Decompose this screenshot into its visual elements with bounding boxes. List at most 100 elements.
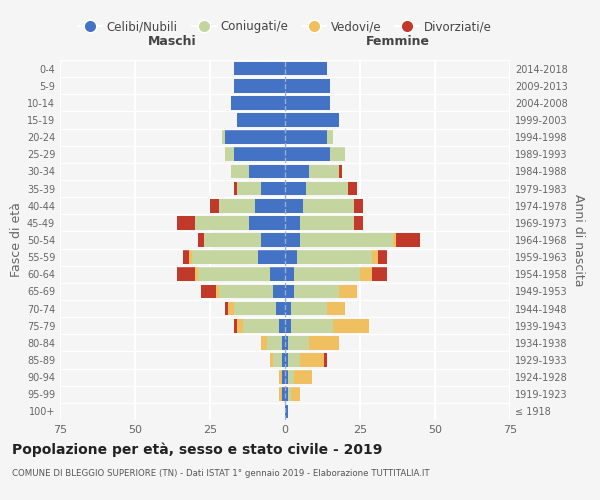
Bar bbox=[261, 182, 285, 196]
Bar bbox=[234, 302, 276, 316]
Bar bbox=[348, 182, 357, 196]
Text: Popolazione per età, sesso e stato civile - 2019: Popolazione per età, sesso e stato civil… bbox=[12, 442, 382, 457]
Bar bbox=[204, 233, 261, 247]
Bar bbox=[243, 319, 279, 332]
Bar bbox=[237, 182, 261, 196]
Bar bbox=[339, 284, 357, 298]
Bar bbox=[327, 130, 333, 144]
Bar bbox=[327, 302, 345, 316]
Bar bbox=[291, 388, 300, 401]
Bar bbox=[276, 302, 285, 316]
Bar bbox=[294, 370, 312, 384]
Bar bbox=[273, 284, 285, 298]
Bar bbox=[285, 319, 291, 332]
Bar bbox=[306, 182, 348, 196]
Bar bbox=[222, 130, 225, 144]
Bar bbox=[300, 216, 354, 230]
Bar bbox=[255, 199, 285, 212]
Bar bbox=[195, 216, 249, 230]
Bar bbox=[234, 182, 237, 196]
Bar bbox=[285, 96, 330, 110]
Bar bbox=[225, 302, 228, 316]
Bar bbox=[297, 250, 372, 264]
Bar bbox=[225, 148, 234, 161]
Bar bbox=[324, 353, 327, 367]
Bar bbox=[234, 62, 285, 76]
Y-axis label: Fasce di età: Fasce di età bbox=[10, 202, 23, 278]
Bar bbox=[285, 233, 300, 247]
Bar bbox=[285, 164, 309, 178]
Bar bbox=[288, 370, 294, 384]
Bar bbox=[237, 319, 243, 332]
Bar bbox=[285, 388, 288, 401]
Bar bbox=[195, 268, 198, 281]
Legend: Celibi/Nubili, Coniugati/e, Vedovi/e, Divorziati/e: Celibi/Nubili, Coniugati/e, Vedovi/e, Di… bbox=[74, 16, 496, 38]
Bar bbox=[210, 199, 219, 212]
Bar bbox=[309, 164, 339, 178]
Bar bbox=[285, 130, 327, 144]
Bar bbox=[177, 268, 195, 281]
Bar bbox=[231, 164, 249, 178]
Bar bbox=[372, 250, 378, 264]
Bar bbox=[372, 268, 387, 281]
Bar bbox=[270, 268, 285, 281]
Bar bbox=[285, 404, 288, 418]
Bar bbox=[225, 130, 285, 144]
Bar bbox=[288, 353, 300, 367]
Text: Maschi: Maschi bbox=[148, 35, 197, 48]
Bar bbox=[285, 79, 330, 92]
Bar bbox=[261, 336, 267, 349]
Bar bbox=[258, 250, 285, 264]
Bar bbox=[288, 336, 309, 349]
Bar bbox=[282, 353, 285, 367]
Bar bbox=[228, 302, 234, 316]
Bar bbox=[300, 233, 393, 247]
Bar bbox=[234, 319, 237, 332]
Bar bbox=[192, 250, 258, 264]
Bar bbox=[285, 62, 327, 76]
Bar bbox=[201, 284, 216, 298]
Bar bbox=[234, 79, 285, 92]
Bar bbox=[303, 199, 354, 212]
Y-axis label: Anni di nascita: Anni di nascita bbox=[572, 194, 585, 286]
Bar bbox=[288, 388, 291, 401]
Bar bbox=[396, 233, 420, 247]
Bar bbox=[285, 199, 303, 212]
Bar bbox=[183, 250, 189, 264]
Bar bbox=[294, 268, 360, 281]
Bar bbox=[294, 284, 339, 298]
Bar bbox=[282, 336, 285, 349]
Bar bbox=[333, 319, 369, 332]
Bar bbox=[231, 96, 285, 110]
Bar bbox=[219, 199, 255, 212]
Bar bbox=[354, 199, 363, 212]
Bar bbox=[285, 250, 297, 264]
Bar bbox=[285, 113, 339, 127]
Bar bbox=[285, 284, 294, 298]
Bar bbox=[261, 233, 285, 247]
Bar bbox=[219, 284, 273, 298]
Bar bbox=[177, 216, 195, 230]
Bar bbox=[267, 336, 282, 349]
Bar bbox=[249, 164, 285, 178]
Bar bbox=[393, 233, 396, 247]
Bar bbox=[273, 353, 282, 367]
Bar bbox=[285, 302, 291, 316]
Bar bbox=[234, 148, 285, 161]
Bar bbox=[285, 216, 300, 230]
Bar bbox=[282, 388, 285, 401]
Text: Femmine: Femmine bbox=[365, 35, 430, 48]
Bar bbox=[285, 182, 306, 196]
Bar bbox=[198, 268, 270, 281]
Bar bbox=[285, 268, 294, 281]
Bar bbox=[279, 319, 285, 332]
Bar bbox=[285, 148, 330, 161]
Bar bbox=[216, 284, 219, 298]
Bar bbox=[189, 250, 192, 264]
Bar bbox=[354, 216, 363, 230]
Text: COMUNE DI BLEGGIO SUPERIORE (TN) - Dati ISTAT 1° gennaio 2019 - Elaborazione TUT: COMUNE DI BLEGGIO SUPERIORE (TN) - Dati … bbox=[12, 469, 430, 478]
Bar bbox=[330, 148, 345, 161]
Bar bbox=[291, 319, 333, 332]
Bar bbox=[285, 336, 288, 349]
Bar bbox=[270, 353, 273, 367]
